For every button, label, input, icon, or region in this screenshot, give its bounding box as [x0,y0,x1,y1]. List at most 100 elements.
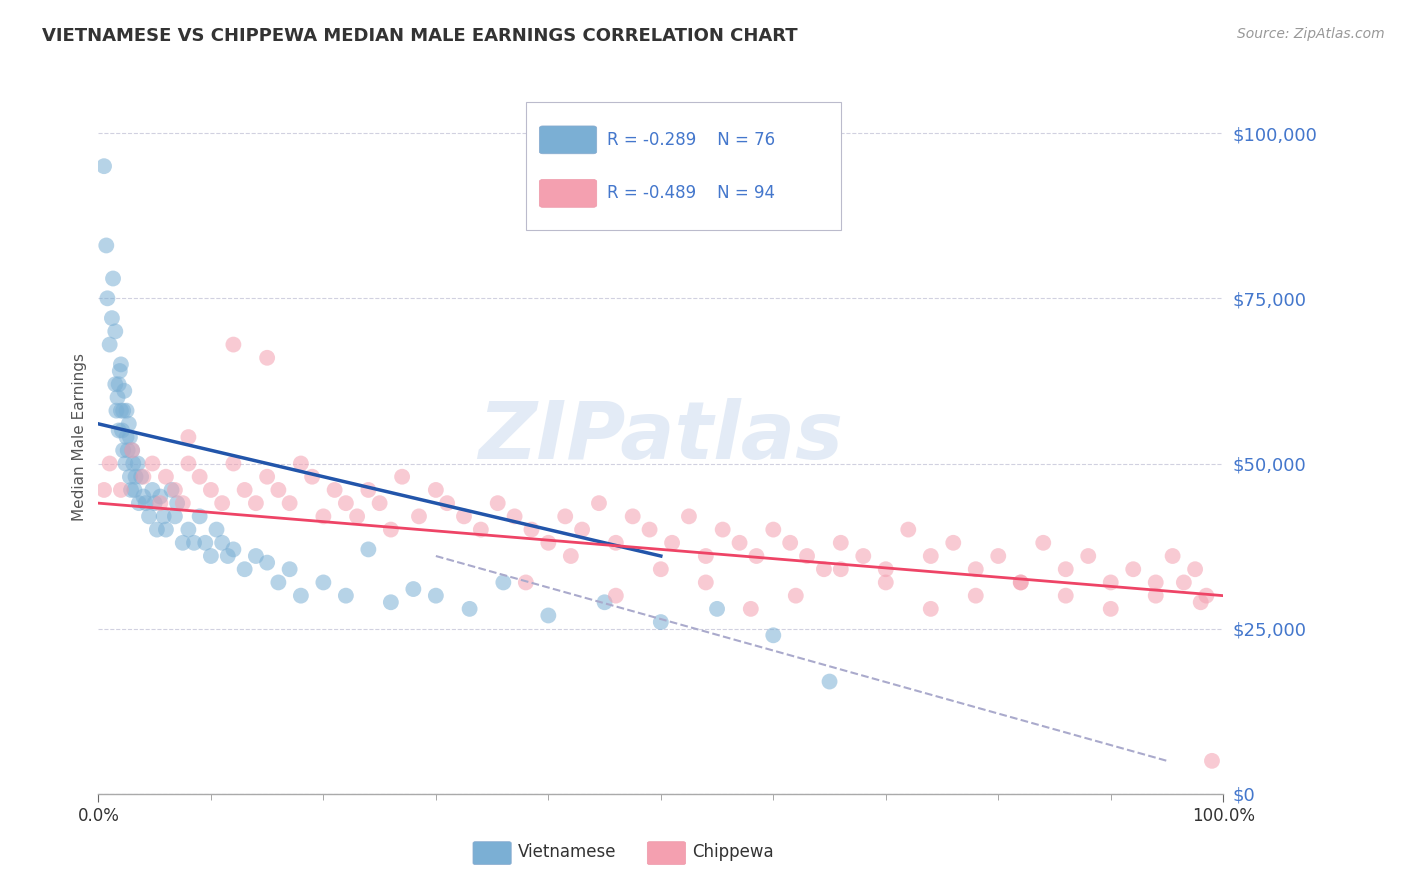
Text: Chippewa: Chippewa [692,843,773,861]
Point [98,457,121,471]
Point [380,523,402,537]
Text: VIETNAMESE VS CHIPPEWA MEDIAN MALE EARNINGS CORRELATION CHART: VIETNAMESE VS CHIPPEWA MEDIAN MALE EARNI… [42,27,797,45]
Point [188,509,211,524]
Point [537,536,560,550]
Point [711,523,734,537]
Point [112,403,135,417]
Point [436,496,458,510]
Point [588,496,610,510]
Point [621,509,644,524]
Point [177,457,200,471]
Point [141,457,163,471]
Point [124,469,146,483]
Point [425,589,447,603]
Point [571,523,593,537]
Point [117,443,139,458]
Point [492,575,515,590]
Point [132,490,155,504]
Point [267,575,290,590]
Point [256,556,278,570]
Point [118,430,141,444]
Point [1173,575,1195,590]
Point [118,417,141,431]
Point [267,483,290,497]
Point [112,384,135,398]
Point [1189,595,1212,609]
Point [132,469,155,483]
Point [200,549,222,563]
Point [163,483,186,497]
Point [453,509,475,524]
Point [211,496,233,510]
Point [920,602,942,616]
Point [127,457,149,471]
Point [593,595,616,609]
Point [650,562,672,576]
Point [222,542,245,557]
Point [110,358,132,372]
Point [122,457,145,471]
Point [110,483,132,497]
Point [1144,589,1167,603]
Point [146,523,169,537]
FancyBboxPatch shape [526,102,841,230]
Point [183,536,205,550]
Text: Source: ZipAtlas.com: Source: ZipAtlas.com [1237,27,1385,41]
Point [233,562,256,576]
Point [149,490,172,504]
FancyBboxPatch shape [540,179,596,207]
Point [852,549,875,563]
Point [1195,589,1218,603]
Point [256,469,278,483]
Point [380,595,402,609]
Point [96,238,118,252]
Point [323,483,346,497]
Point [101,311,124,326]
Point [470,523,492,537]
Point [121,443,143,458]
FancyBboxPatch shape [472,842,512,864]
Point [222,457,245,471]
Point [124,483,146,497]
Point [1032,536,1054,550]
Point [830,536,852,550]
Point [114,457,136,471]
Point [141,483,163,497]
Point [172,536,194,550]
Point [875,575,897,590]
Point [813,562,835,576]
Point [312,575,335,590]
Point [408,509,430,524]
Point [875,562,897,576]
Point [740,602,762,616]
FancyBboxPatch shape [540,126,596,153]
Point [486,496,509,510]
Point [256,351,278,365]
Point [120,483,142,497]
Point [762,523,785,537]
Point [96,291,118,305]
Point [402,582,425,596]
Point [638,523,661,537]
Point [458,602,481,616]
Text: R = -0.489    N = 94: R = -0.489 N = 94 [607,184,775,202]
Point [138,509,160,524]
Point [796,549,818,563]
Point [503,509,526,524]
Point [107,391,129,405]
FancyBboxPatch shape [647,842,686,864]
Point [335,589,357,603]
Point [93,483,115,497]
Point [785,589,807,603]
Point [520,523,543,537]
Point [1184,562,1206,576]
Point [205,523,228,537]
Point [1099,602,1122,616]
Point [149,496,172,510]
Point [163,509,186,524]
Point [942,536,965,550]
Y-axis label: Median Male Earnings: Median Male Earnings [72,353,87,521]
Point [278,496,301,510]
Point [121,443,143,458]
Point [920,549,942,563]
